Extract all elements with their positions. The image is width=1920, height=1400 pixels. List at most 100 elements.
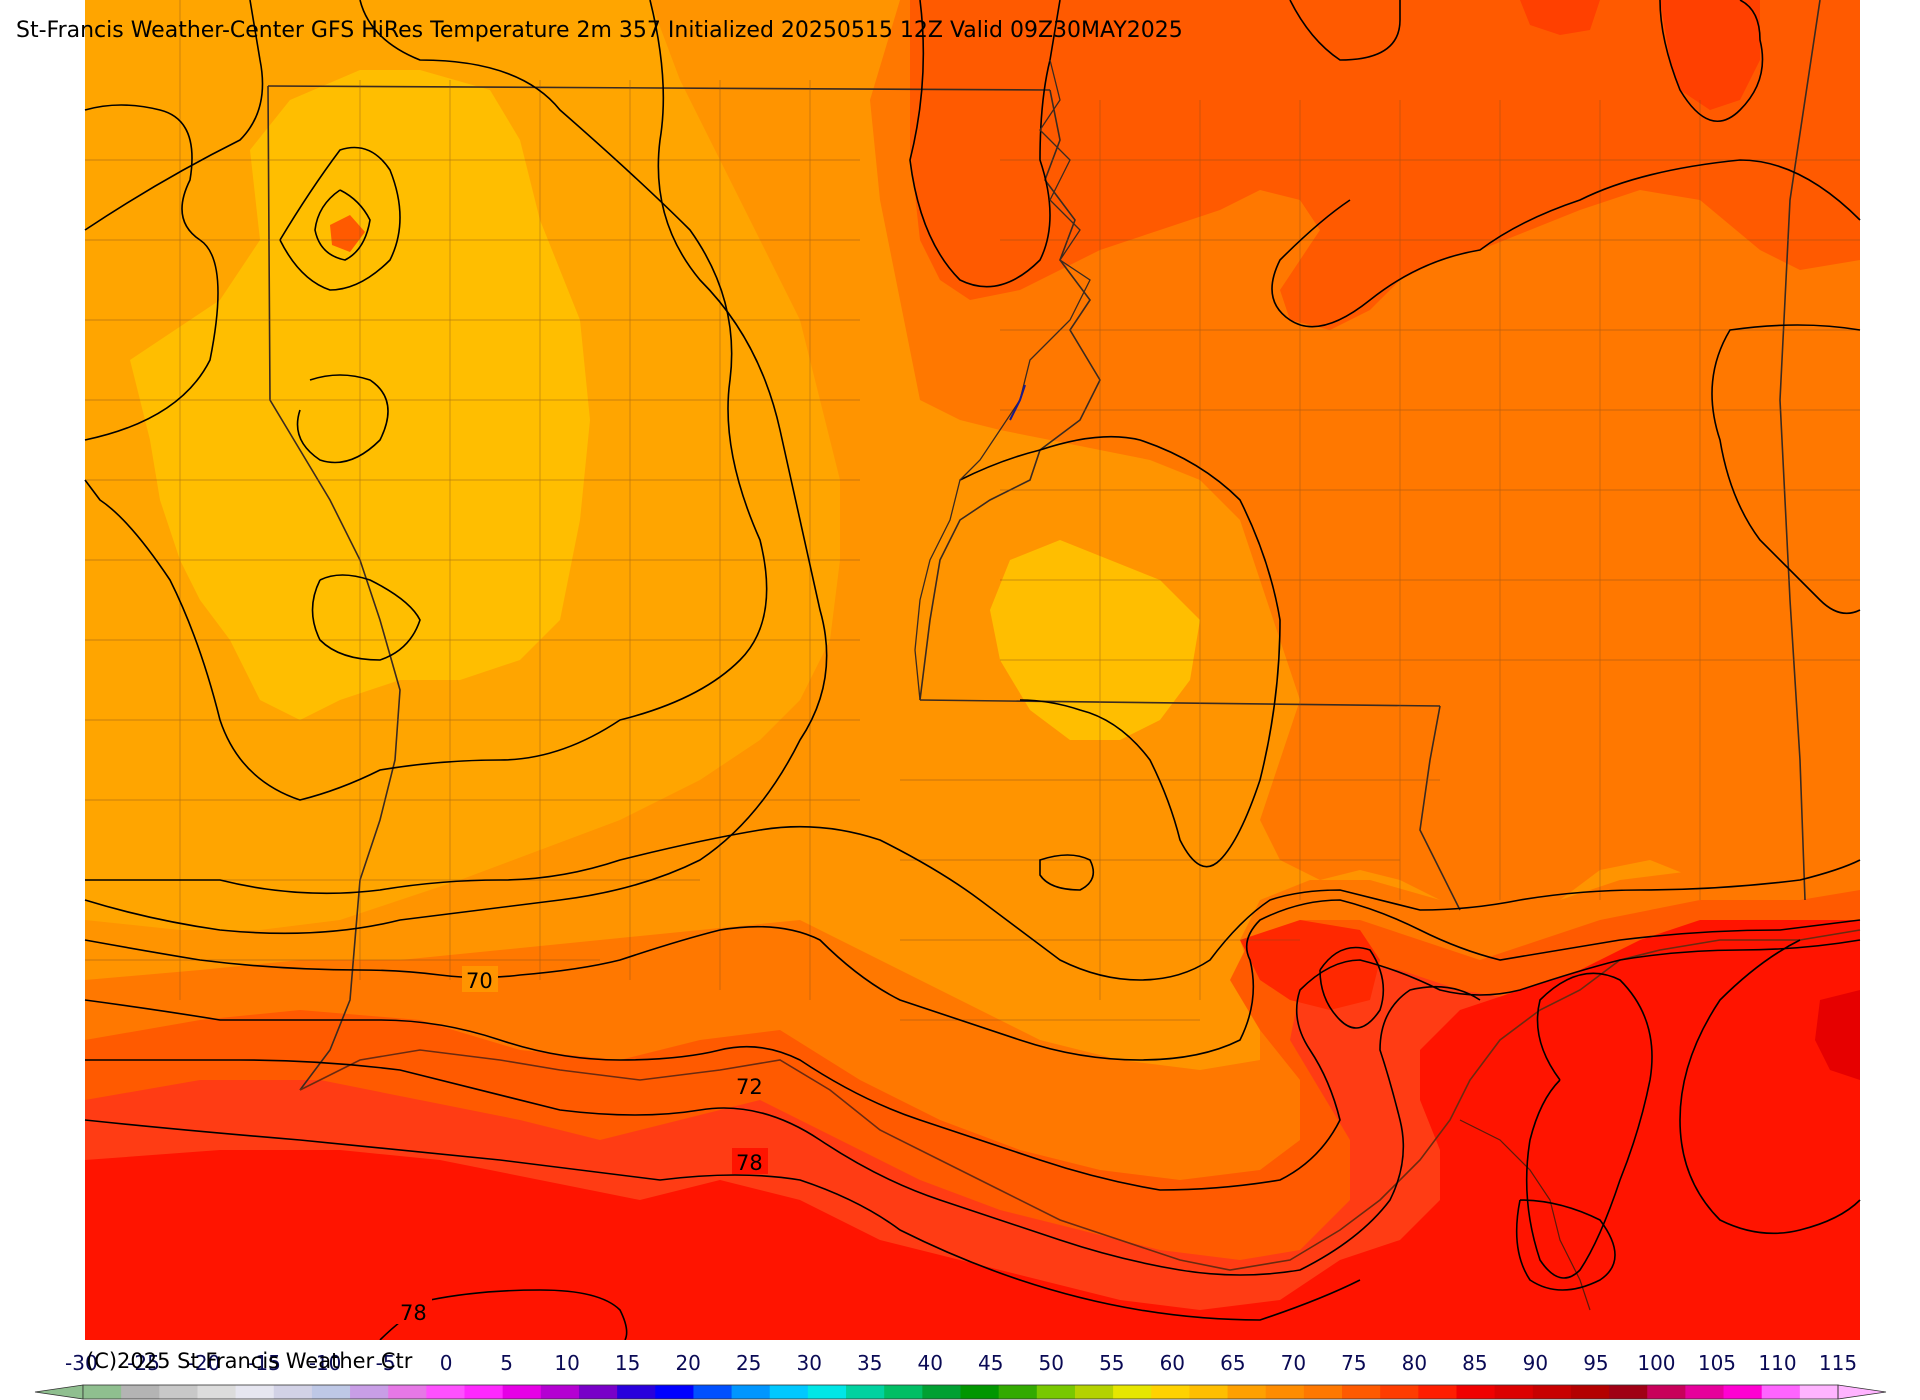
colorbar-bin (1342, 1385, 1381, 1399)
colorbar-bin (197, 1385, 237, 1399)
colorbar-tick-label: 40 (918, 1351, 943, 1375)
field-patch-gulf-dark (1815, 990, 1860, 1080)
colorbar-bins (34, 1384, 1887, 1400)
colorbar-bin (998, 1385, 1038, 1399)
colorbar-tick-label: 30 (796, 1351, 821, 1375)
field-patch-ne-dark (910, 0, 1860, 330)
colorbar-bin (350, 1385, 389, 1399)
colorbar-bin (83, 1385, 122, 1399)
field-patch-kc (330, 215, 365, 252)
map-title: St-Francis Weather-Center GFS HiRes Temp… (16, 18, 1183, 43)
colorbar-tick-label: 70 (1281, 1351, 1306, 1375)
colorbar-bin (273, 1385, 313, 1399)
colorbar-tick-label: 105 (1698, 1351, 1736, 1375)
mississippi-river (914, 59, 1091, 701)
colorbar-bin (1685, 1385, 1725, 1399)
contour-label-bg-78a (732, 1148, 768, 1174)
coastline (299, 929, 1861, 1271)
colorbar-tick-label: 100 (1637, 1351, 1675, 1375)
colorbar-bin (388, 1385, 427, 1399)
colorbar-tick-labels: -30 -25 -20 -15 -10 -5 0 5 10 15 20 25 30 35 40 45 50 55 6… (65, 1351, 1857, 1375)
colorbar-bin (121, 1385, 160, 1399)
colorbar-tick-label: -15 (248, 1351, 281, 1375)
colorbar-tick-label: 95 (1583, 1351, 1608, 1375)
colorbar-bin (464, 1385, 504, 1399)
colorbar-bin (1189, 1385, 1229, 1399)
colorbar-bin (502, 1385, 542, 1399)
colorbar-tick-label: -30 (65, 1351, 98, 1375)
colorbar-bin (922, 1385, 961, 1399)
colorbar-bin (769, 1385, 809, 1399)
isotherm-contours (84, 0, 1861, 1340)
field-patch-n-dark (1520, 0, 1600, 35)
colorbar-tick-label: 60 (1160, 1351, 1185, 1375)
contour-label-72: 72 (736, 1075, 763, 1099)
state-borders (267, 0, 1821, 1091)
colorbar-bin (1494, 1385, 1534, 1399)
colorbar-tick-label: 0 (440, 1351, 453, 1375)
colorbar-bin (1647, 1385, 1686, 1399)
colorbar-tick-label: 65 (1220, 1351, 1245, 1375)
field-patch-ne-darker (1660, 0, 1760, 110)
contour-label-70: 70 (466, 969, 493, 993)
colorbar-bin (731, 1385, 771, 1399)
colorbar-tick-label: 90 (1523, 1351, 1548, 1375)
colorbar-bin (1380, 1385, 1419, 1399)
field-patch-coastal-red (1240, 920, 1380, 1010)
colorbar-bin (1723, 1385, 1763, 1399)
colorbar-bin (159, 1385, 198, 1399)
colorbar-bin (1799, 1385, 1839, 1399)
colorbar-bin (655, 1385, 694, 1399)
colorbar-bin (884, 1385, 923, 1399)
colorbar-bin (1761, 1385, 1801, 1399)
colorbar-tick-label: 75 (1341, 1351, 1366, 1375)
colorbar-tick-label: -10 (309, 1351, 342, 1375)
colorbar-tick-label: 10 (554, 1351, 579, 1375)
colorbar-bin (1113, 1385, 1152, 1399)
colorbar-bin (1609, 1385, 1648, 1399)
colorbar-bin (1036, 1385, 1076, 1399)
colorbar-tick-label: 20 (675, 1351, 700, 1375)
colorbar-tick-label: 85 (1462, 1351, 1487, 1375)
colorbar-bin (960, 1385, 1000, 1399)
colorbar-outline (82, 1384, 1839, 1400)
copyright-text: (C)2025 St Francis Weather Ctr (86, 1349, 413, 1373)
colorbar-tick-label: -25 (127, 1351, 160, 1375)
colorbar-bin (1303, 1385, 1343, 1399)
colorbar-bin (578, 1385, 618, 1399)
colorbar-bin (807, 1385, 847, 1399)
colorbar-bin (426, 1385, 466, 1399)
colorbar-bin (1151, 1385, 1190, 1399)
colorbar-tick-label: 110 (1758, 1351, 1796, 1375)
contour-label-bg-72 (732, 1072, 768, 1098)
temperature-map: 70 72 78 78 (84, 0, 1861, 1340)
colorbar-bin (1456, 1385, 1496, 1399)
colorbar-bin (1532, 1385, 1572, 1399)
colorbar-tick-label: 5 (500, 1351, 513, 1375)
colorbar-tick-label: -5 (376, 1351, 396, 1375)
colorbar-tick-label: 55 (1099, 1351, 1124, 1375)
contour-label-bg-78b (396, 1298, 432, 1324)
contour-label-group: 70 72 78 78 (396, 966, 768, 1325)
colorbar-tick-label: 25 (736, 1351, 761, 1375)
contour-label-78a: 78 (736, 1151, 763, 1175)
delta-coast (1459, 1119, 1591, 1311)
colorbar-tick-label: 115 (1819, 1351, 1857, 1375)
colorbar-bin (846, 1385, 885, 1399)
colorbar-tick-label: 15 (615, 1351, 640, 1375)
colorbar-tick-label: -20 (188, 1351, 221, 1375)
colorbar-bin (1265, 1385, 1305, 1399)
colorbar-bin (1227, 1385, 1267, 1399)
colorbar-bin (1418, 1385, 1457, 1399)
colorbar-tick-label: 80 (1402, 1351, 1427, 1375)
field-region-central-yellow (990, 540, 1200, 740)
field-band-80 (85, 920, 1860, 1340)
colorbar-bin (540, 1385, 580, 1399)
colorbar-bin (1570, 1385, 1610, 1399)
colorbar-bin (1074, 1385, 1114, 1399)
colorbar-bin (617, 1385, 656, 1399)
colorbar-bin (235, 1385, 275, 1399)
colorbar-arrow-right (1837, 1384, 1887, 1400)
colorbar-tick-label: 35 (857, 1351, 882, 1375)
map-marker (1009, 384, 1026, 421)
